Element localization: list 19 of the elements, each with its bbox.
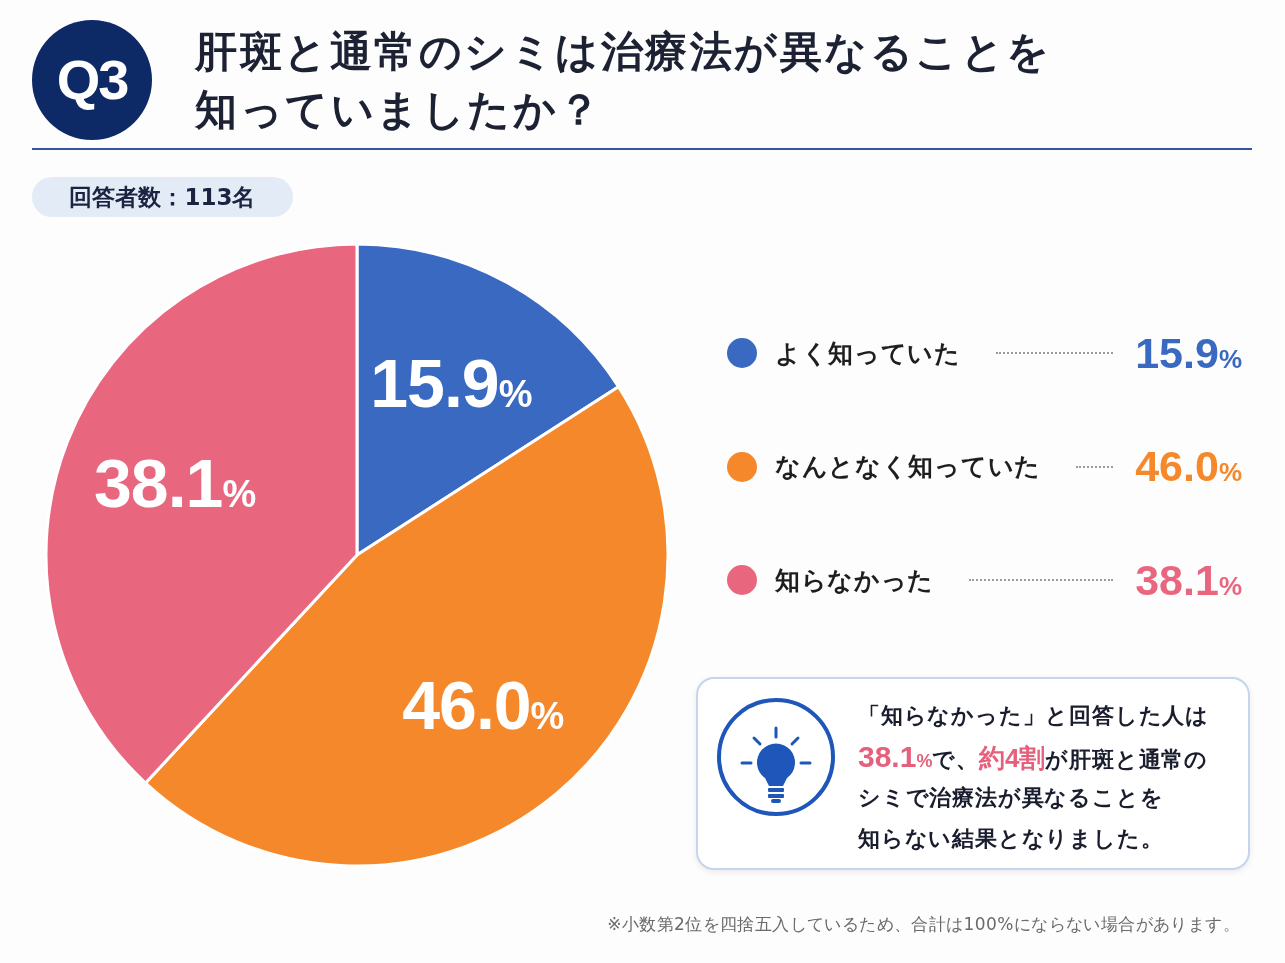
text: シミで治療法が異なることを xyxy=(858,784,1164,812)
legend-label: 知らなかった xyxy=(775,564,935,597)
legend-label: なんとなく知っていた xyxy=(775,451,1041,483)
data-label: 46.0% xyxy=(402,667,564,744)
data-label: 15.9% xyxy=(370,345,532,421)
text: 38.1% xyxy=(1135,555,1242,604)
text: 46.0% xyxy=(1135,442,1242,490)
text: 38.1% xyxy=(858,740,933,773)
text: が肝斑と通常の xyxy=(1045,747,1209,774)
text: Q3 xyxy=(55,48,129,112)
text: 知らない結果となりました。 xyxy=(858,825,1164,853)
text: ※小数第2位を四捨五入しているため、合計は100%にならない場合があります。 xyxy=(607,913,1240,936)
chart-title: 肝斑と通常のシミは治療法が異なることを知っていましたか？ xyxy=(195,26,1053,136)
legend-label: よく知っていた xyxy=(775,337,961,370)
text: 15.9% xyxy=(1135,328,1242,377)
text: で、 xyxy=(932,747,979,774)
text: 「知らなかった」と回答した人は xyxy=(858,702,1209,730)
text: 約4割 xyxy=(979,743,1046,773)
data-label: 38.1% xyxy=(94,445,256,522)
